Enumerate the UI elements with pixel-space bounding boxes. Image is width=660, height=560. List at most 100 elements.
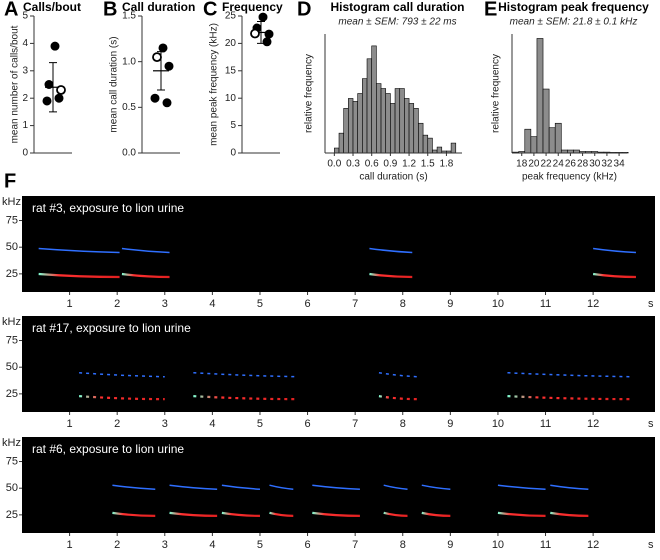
- call-harmonic: [312, 484, 360, 490]
- bar: [450, 142, 457, 154]
- y-tick-label: 1: [22, 120, 28, 131]
- bar: [357, 93, 363, 154]
- panel-title: Frequency: [222, 0, 283, 14]
- x-tick-label: 11: [540, 418, 551, 430]
- y-tick-label: 50: [6, 482, 18, 494]
- y-axis-label: relative frequency: [304, 54, 315, 133]
- x-tick-label: 8: [400, 298, 406, 310]
- x-unit-label: s: [648, 539, 654, 551]
- x-tick-label: 6: [305, 298, 311, 310]
- data-point: [250, 28, 260, 39]
- data-point: [54, 93, 64, 103]
- x-tick-label: 11: [540, 298, 551, 310]
- call-fundamental: [369, 272, 413, 279]
- x-tick-label: 12: [587, 418, 599, 430]
- x-tick-label: 1: [67, 298, 73, 310]
- bar: [352, 101, 358, 154]
- spectrogram-background: [22, 196, 655, 292]
- call-fundamental: [550, 511, 589, 517]
- panel-letter: D: [297, 0, 311, 20]
- y-tick-label: 5: [22, 11, 28, 22]
- call-fundamental: [421, 511, 451, 517]
- bar: [348, 98, 354, 154]
- x-tick-label: 0.9: [383, 159, 397, 170]
- data-point: [56, 85, 66, 95]
- y-tick-label: 20: [225, 38, 237, 49]
- y-tick-label: 0: [230, 148, 236, 159]
- bar: [422, 134, 429, 154]
- x-tick-label: 4: [209, 298, 215, 310]
- x-tick-label: 7: [352, 418, 358, 430]
- y-tick-label: 25: [6, 509, 18, 521]
- x-axis-label: call duration (s): [359, 172, 427, 183]
- x-tick-label: 11: [540, 539, 551, 551]
- x-tick-label: 1.8: [439, 159, 453, 170]
- y-tick-label: 0.0: [122, 148, 136, 159]
- bar: [399, 88, 405, 154]
- panel-letter: C: [203, 0, 217, 20]
- x-tick-label: 4: [209, 539, 215, 551]
- call-harmonic: [221, 484, 261, 490]
- x-tick-label: 1.2: [402, 159, 416, 170]
- bar: [338, 132, 344, 154]
- x-tick-label: 4: [209, 418, 215, 430]
- call-harmonic: [269, 484, 294, 490]
- x-tick-label: 5: [257, 418, 263, 430]
- panel-title: Histogram peak frequency: [498, 0, 649, 14]
- x-tick-label: 0.0: [327, 159, 341, 170]
- data-point: [164, 61, 174, 71]
- call-harmonic: [369, 247, 413, 254]
- bar: [334, 147, 340, 154]
- call-fundamental: [169, 511, 218, 517]
- y-axis-label: mean peak frequency (kHz): [209, 23, 220, 146]
- bar: [371, 45, 377, 154]
- x-tick-label: 24: [553, 159, 565, 170]
- y-tick-label: 25: [6, 388, 18, 400]
- x-tick-label: 0.3: [346, 159, 360, 170]
- x-tick-label: 0.6: [365, 159, 379, 170]
- call-harmonic: [497, 484, 546, 490]
- spectrogram-background: [22, 437, 655, 533]
- panel-title: Calls/bout: [23, 0, 81, 14]
- call-fundamental: [592, 272, 636, 279]
- x-tick-label: 10: [492, 298, 504, 310]
- y-tick-label: 75: [6, 214, 18, 226]
- y-tick-label: 15: [225, 65, 237, 76]
- bar: [418, 122, 424, 154]
- bar: [376, 83, 382, 154]
- call-harmonic: [169, 484, 218, 490]
- x-tick-label: 8: [400, 539, 406, 551]
- data-point: [264, 29, 274, 39]
- x-tick-label: 2: [114, 539, 120, 551]
- x-tick-label: 3: [162, 418, 168, 430]
- x-tick-label: 1.5: [421, 159, 435, 170]
- x-tick-label: 12: [587, 539, 599, 551]
- x-tick-label: 1: [67, 539, 73, 551]
- y-tick-label: 4: [22, 38, 28, 49]
- bar: [530, 136, 538, 154]
- data-point: [158, 43, 168, 53]
- y-axis-label: relative frequency: [491, 54, 502, 133]
- bar: [366, 58, 373, 154]
- error-bar: [49, 62, 57, 113]
- y-tick-label: 5: [230, 120, 236, 131]
- y-tick-label: 75: [6, 455, 18, 467]
- call-fundamental: [269, 511, 294, 517]
- call-harmonic: [112, 484, 156, 490]
- x-tick-label: 3: [162, 539, 168, 551]
- bar: [380, 88, 387, 154]
- call-fundamental: [378, 395, 418, 401]
- panel-letter: A: [4, 0, 18, 20]
- call-harmonic: [38, 247, 120, 254]
- call-harmonic: [421, 484, 451, 490]
- y-unit-label: kHz: [2, 196, 21, 208]
- x-tick-label: 32: [601, 159, 613, 170]
- panel-subtitle: mean ± SEM: 21.8 ± 0.1 kHz: [510, 17, 638, 28]
- y-tick-label: 25: [6, 268, 18, 280]
- x-tick-label: 12: [587, 298, 599, 310]
- call-fundamental: [121, 272, 170, 279]
- bar: [548, 127, 556, 154]
- bar: [408, 103, 415, 154]
- call-harmonic: [378, 371, 418, 378]
